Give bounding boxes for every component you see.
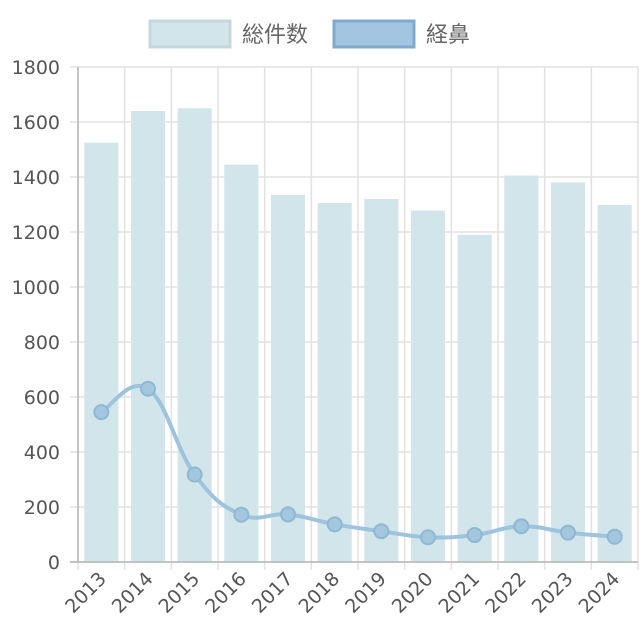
bar: [84, 142, 119, 562]
bar: [504, 175, 539, 562]
bar: [364, 199, 399, 562]
bar: [130, 111, 166, 562]
y-tick-label: 1400: [12, 167, 60, 189]
legend-label-total: 総件数: [242, 23, 308, 48]
bar-series: [84, 108, 632, 563]
y-tick-label: 1000: [12, 277, 60, 299]
x-tick-label: 2013: [61, 568, 111, 618]
x-tick-label: 2018: [294, 568, 344, 618]
bar: [317, 203, 352, 562]
x-tick-label: 2020: [388, 568, 438, 618]
y-tick-label: 1200: [12, 222, 60, 244]
y-tick-label: 400: [24, 442, 60, 464]
line-point: [560, 524, 576, 541]
y-tick-label: 1600: [12, 112, 60, 134]
x-tick-label: 2024: [574, 568, 624, 618]
y-tick-label: 800: [24, 332, 60, 354]
x-tick-label: 2022: [481, 568, 531, 618]
y-axis-ticks: 0 200 400 600 800 1000 1200 1400 1600 1800: [12, 57, 60, 574]
line-point: [373, 523, 390, 540]
bar: [410, 210, 446, 563]
x-tick-label: 2023: [528, 568, 578, 618]
x-tick-label: 2016: [201, 568, 251, 618]
bar: [550, 182, 586, 562]
bar: [457, 234, 492, 562]
line-point: [186, 466, 203, 483]
y-tick-label: 200: [24, 497, 60, 519]
y-tick-label: 0: [48, 552, 60, 574]
bar: [270, 194, 306, 562]
legend-item-nasal[interactable]: 経鼻: [332, 19, 470, 49]
x-tick-label: 2014: [108, 568, 158, 618]
bar: [597, 205, 632, 563]
line-point: [233, 506, 250, 523]
line-point: [140, 380, 156, 397]
line-point: [606, 528, 623, 545]
line-point: [420, 529, 436, 546]
line-point: [513, 518, 530, 535]
axes: [70, 67, 638, 563]
line-point: [466, 527, 483, 544]
legend-swatch-total: [148, 19, 232, 49]
line-series: [93, 380, 623, 546]
x-tick-label: 2019: [341, 568, 391, 618]
y-tick-label: 1800: [12, 57, 60, 79]
x-axis-ticks: 2013201420152016201720182019202020212022…: [61, 568, 624, 618]
legend-swatch-nasal: [332, 19, 416, 49]
legend-label-nasal: 経鼻: [426, 23, 470, 48]
x-tick-label: 2021: [434, 568, 484, 618]
bar: [177, 108, 212, 562]
line-point: [280, 506, 296, 523]
legend: 総件数 経鼻: [148, 19, 470, 49]
bar: [224, 164, 259, 562]
x-tick-label: 2015: [154, 568, 204, 618]
line-point: [326, 516, 343, 533]
line-point: [93, 404, 110, 421]
y-tick-label: 600: [24, 387, 60, 409]
x-tick-label: 2017: [248, 568, 298, 618]
legend-item-total[interactable]: 総件数: [148, 19, 308, 49]
